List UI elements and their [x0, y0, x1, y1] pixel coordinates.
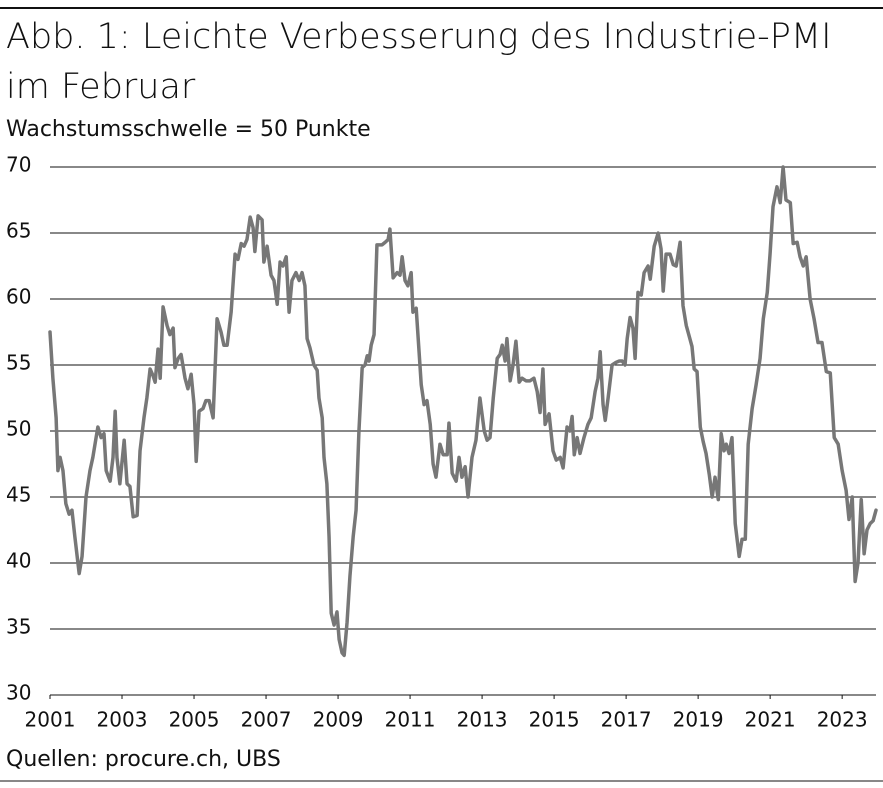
- x-tick-label: 2019: [673, 708, 724, 732]
- y-tick-label: 40: [6, 549, 31, 573]
- x-tick-label: 2001: [25, 708, 76, 732]
- chart-title: Abb. 1: Leichte Verbesserung des Industr…: [6, 17, 832, 107]
- y-tick-label: 55: [6, 351, 31, 375]
- y-tick-label: 65: [6, 219, 31, 243]
- y-tick-label: 30: [6, 681, 31, 705]
- x-tick-label: 2017: [601, 708, 652, 732]
- x-tick-label: 2023: [817, 708, 868, 732]
- x-tick-label: 2007: [241, 708, 292, 732]
- y-tick-label: 60: [6, 285, 31, 309]
- data-line: [48, 165, 878, 658]
- source: Quellen: procure.ch, UBS: [6, 747, 281, 772]
- x-tick-label: 2003: [97, 708, 148, 732]
- y-tick-label: 35: [6, 615, 31, 639]
- x-tick-label: 2011: [385, 708, 436, 732]
- y-tick-label: 50: [6, 417, 31, 441]
- y-tick-label: 45: [6, 483, 31, 507]
- chart-subtitle: Wachstumsschwelle = 50 Punkte: [6, 117, 371, 142]
- y-tick-label: 70: [6, 153, 31, 177]
- x-tick-label: 2015: [529, 708, 580, 732]
- x-tick-label: 2005: [169, 708, 220, 732]
- x-tick-label: 2013: [457, 708, 508, 732]
- x-tick-label: 2009: [313, 708, 364, 732]
- x-tick-label: 2021: [745, 708, 796, 732]
